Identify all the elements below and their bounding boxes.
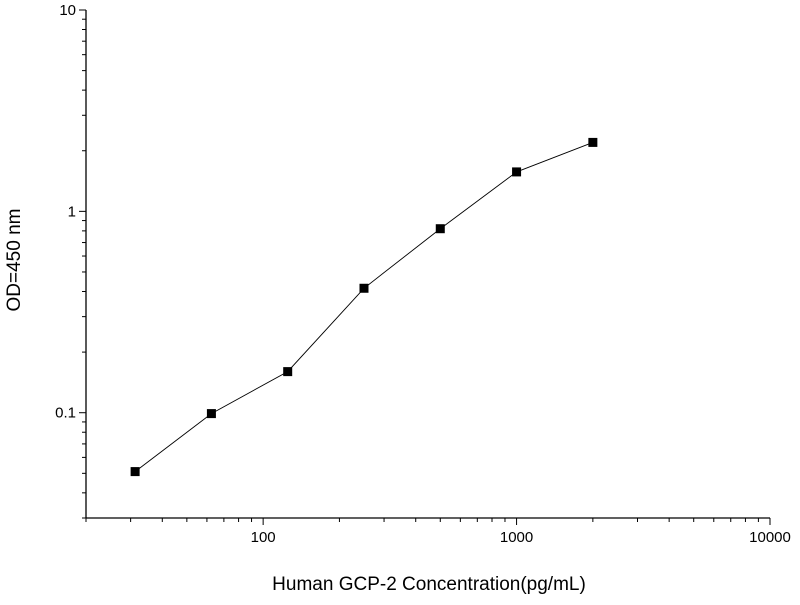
data-point (512, 167, 522, 177)
x-tick-label: 1000 (500, 529, 533, 546)
data-point (435, 224, 445, 234)
y-tick-label: 1 (68, 203, 76, 220)
axes (85, 10, 770, 519)
x-axis-title: Human GCP-2 Concentration(pg/mL) (272, 574, 586, 595)
y-tick-label: 10 (59, 2, 76, 19)
data-point (206, 409, 216, 419)
data-point (130, 467, 140, 477)
series-layer (130, 137, 598, 477)
tick-labels: 100 1000 10000 0.1 1 10 (55, 2, 791, 546)
y-tick-label: 0.1 (55, 405, 76, 422)
x-tick-label: 10000 (749, 529, 791, 546)
x-tick-label: 100 (251, 529, 276, 546)
y-axis-title: OD=450 nm (4, 209, 25, 312)
series-line (134, 141, 594, 472)
data-point (283, 367, 293, 377)
data-point (588, 137, 598, 147)
ticks (79, 9, 771, 525)
data-point (359, 283, 369, 293)
